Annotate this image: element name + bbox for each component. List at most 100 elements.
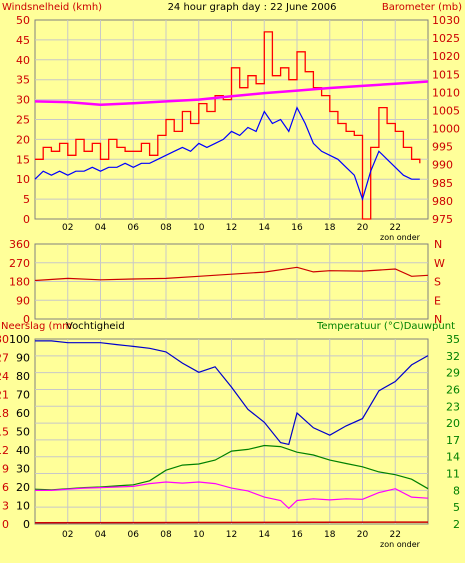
x-tick-label: 08 <box>160 223 172 233</box>
wind-speed-tick-label: 40 <box>16 54 30 67</box>
rain-tick-label: 24 <box>0 370 9 383</box>
compass-label: W <box>434 257 445 270</box>
barometer-tick-label: 1005 <box>432 104 460 117</box>
temperature-tick-label: 5 <box>453 501 460 514</box>
rain-line <box>34 521 429 524</box>
x-tick-label: 18 <box>324 223 336 233</box>
barometer-tick-label: 975 <box>432 213 453 226</box>
wind-x-axis: 02 04 06 08 10 12 14 16 18 20 22 <box>62 223 401 233</box>
x-tick-label: 12 <box>226 223 237 233</box>
compass-label: E <box>434 294 441 307</box>
x-tick-label: 02 <box>62 530 73 540</box>
climate-series <box>34 340 429 524</box>
x-tick-label: 20 <box>357 223 369 233</box>
x-tick-label: 10 <box>193 530 205 540</box>
rain-tick-label: 30 <box>0 333 9 346</box>
wind-speed-tick-label: 5 <box>23 193 30 206</box>
temperature-axis: 2 5 8 11 14 17 20 23 26 29 32 35 <box>446 333 460 531</box>
barometer-tick-label: 1010 <box>432 86 460 99</box>
humidity-tick-label: 0 <box>23 518 30 531</box>
humidity-tick-label: 90 <box>16 352 30 365</box>
humidity-tick-label: 40 <box>16 444 30 457</box>
rain-humidity-temperature-panel: 0 3 6 9 12 15 18 21 24 27 30 0 10 20 30 40 50 60 70 80 90 10… <box>0 333 460 549</box>
humidity-tick-label: 80 <box>16 370 30 383</box>
barometer-tick-label: 995 <box>432 141 453 154</box>
x-tick-label: 08 <box>160 530 172 540</box>
humidity-tick-label: 70 <box>16 389 30 402</box>
x-tick-label: 22 <box>390 530 401 540</box>
humidity-tick-label: 30 <box>16 463 30 476</box>
wind-speed-tick-label: 0 <box>23 213 30 226</box>
rain-tick-label: 27 <box>0 352 9 365</box>
wind-speed-tick-label: 50 <box>16 14 30 27</box>
direction-gridlines <box>35 244 428 319</box>
x-tick-label: 06 <box>128 223 140 233</box>
x-tick-label: 14 <box>259 223 271 233</box>
temperature-tick-label: 2 <box>453 518 460 531</box>
x-tick-label: 06 <box>128 530 140 540</box>
direction-tick-label: 0 <box>23 313 30 326</box>
compass-label: N <box>434 238 442 251</box>
humidity-tick-label: 50 <box>16 426 30 439</box>
humidity-tick-label: 60 <box>16 407 30 420</box>
temperature-tick-label: 8 <box>453 484 460 497</box>
temperature-tick-label: 20 <box>446 417 460 430</box>
compass-label: S <box>434 276 441 289</box>
temperature-tick-label: 14 <box>446 451 460 464</box>
rain-axis: 0 3 6 9 12 15 18 21 24 27 30 <box>0 333 9 531</box>
x-tick-label: 14 <box>259 530 271 540</box>
rain-tick-label: 6 <box>2 481 9 494</box>
temperature-tick-label: 32 <box>446 350 460 363</box>
rain-tick-label: 21 <box>0 389 9 402</box>
rain-tick-label: 18 <box>0 407 9 420</box>
x-tick-label: 12 <box>226 530 237 540</box>
dewpoint-line <box>35 481 429 510</box>
barometer-axis-title: Barometer (mb) <box>382 2 462 13</box>
barometer-tick-label: 1030 <box>432 14 460 27</box>
wind-speed-tick-label: 30 <box>16 94 30 107</box>
x-tick-label: 02 <box>62 223 73 233</box>
climate-gridlines <box>35 339 428 524</box>
humidity-axis: 0 10 20 30 40 50 60 70 80 90 100 <box>9 333 30 531</box>
direction-tick-label: 90 <box>16 294 30 307</box>
barometer-axis: 975 980 985 990 995 1000 1005 1010 1015 1020 1025 1… <box>432 14 460 226</box>
temperature-tick-label: 23 <box>446 400 460 413</box>
rain-tick-label: 9 <box>2 463 9 476</box>
rain-tick-label: 0 <box>2 518 9 531</box>
direction-tick-label: 270 <box>9 257 30 270</box>
barometer-tick-label: 980 <box>432 195 453 208</box>
sunset-note-top: zon onder <box>380 233 421 242</box>
direction-tick-label: 360 <box>9 238 30 251</box>
wind-speed-tick-label: 20 <box>16 133 30 146</box>
direction-axis: 0 90 180 270 360 <box>9 238 30 326</box>
wind-speed-tick-label: 10 <box>16 173 30 186</box>
x-tick-label: 04 <box>95 530 107 540</box>
x-tick-label: 04 <box>95 223 107 233</box>
temperature-tick-label: 26 <box>446 383 460 396</box>
rain-tick-label: 3 <box>2 500 9 513</box>
humidity-tick-label: 10 <box>16 500 30 513</box>
x-tick-label: 16 <box>291 530 303 540</box>
barometer-tick-label: 1020 <box>432 50 460 63</box>
temperature-tick-label: 29 <box>446 367 460 380</box>
wind-direction-line <box>34 266 429 282</box>
x-tick-label: 16 <box>291 223 303 233</box>
compass-label: N <box>434 313 442 326</box>
wind-speed-tick-label: 15 <box>16 153 30 166</box>
wind-series <box>34 31 429 220</box>
barometer-tick-label: 1000 <box>432 123 460 136</box>
wind-speed-tick-label: 35 <box>16 74 30 87</box>
humidity-tick-label: 20 <box>16 481 30 494</box>
wind-average-line <box>34 106 420 202</box>
humidity-axis-title: Vochtigheid <box>66 321 125 332</box>
temperature-tick-label: 35 <box>446 333 460 346</box>
barometer-line <box>34 80 429 106</box>
direction-tick-label: 180 <box>9 276 30 289</box>
wind-speed-tick-label: 25 <box>16 114 30 127</box>
rain-axis-title: Neerslag (mm <box>1 321 72 332</box>
x-tick-label: 20 <box>357 530 369 540</box>
wind-speed-axis: 0 5 10 15 20 25 30 35 40 45 50 <box>16 14 30 226</box>
x-tick-label: 22 <box>390 223 401 233</box>
wind-speed-axis-title: Windsnelheid (kmh) <box>2 2 102 13</box>
